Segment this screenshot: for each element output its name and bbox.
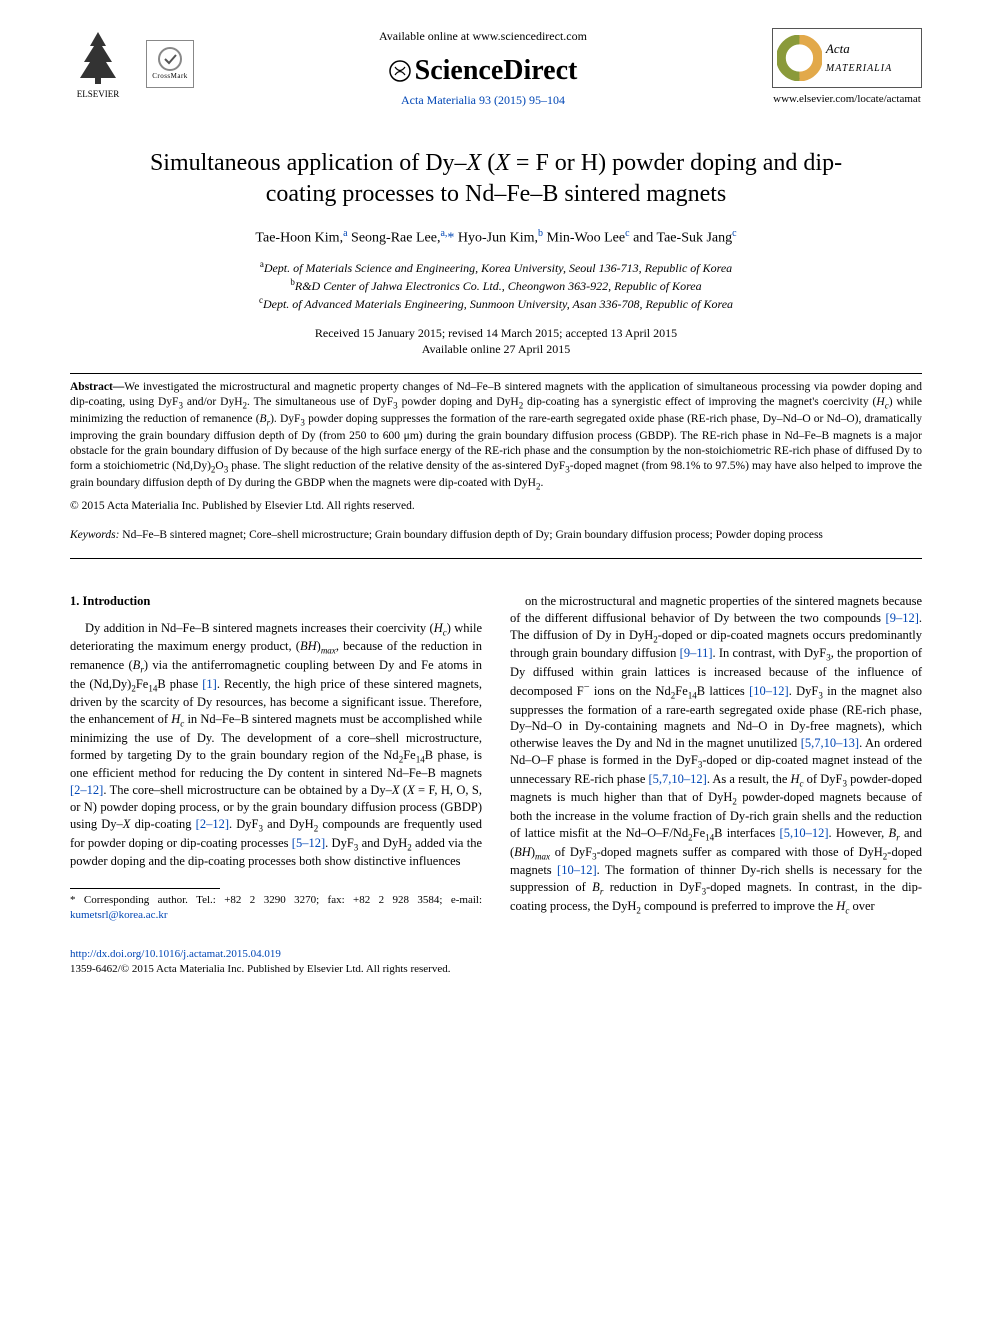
footnote-prefix: Corresponding author. Tel.: +82 2 3290 3… xyxy=(84,894,482,906)
sciencedirect-text: ScienceDirect xyxy=(415,52,578,90)
acta-text: Acta MATERIALIA xyxy=(826,40,917,75)
elsevier-tree-icon xyxy=(70,28,126,88)
affiliation-b: bR&D Center of Jahwa Electronics Co. Ltd… xyxy=(70,276,922,294)
abstract-label: Abstract— xyxy=(70,381,124,393)
page-header: ELSEVIER CrossMark Available online at w… xyxy=(70,28,922,108)
keywords-block: Keywords: Nd–Fe–B sintered magnet; Core–… xyxy=(70,528,922,544)
column-right: on the microstructural and magnetic prop… xyxy=(510,593,922,923)
crossmark-label: CrossMark xyxy=(152,72,188,81)
section-1-heading: 1. Introduction xyxy=(70,593,482,610)
header-center: Available online at www.sciencedirect.co… xyxy=(194,28,772,108)
keywords-label: Keywords: xyxy=(70,529,119,541)
doi-link[interactable]: http://dx.doi.org/10.1016/j.actamat.2015… xyxy=(70,947,922,962)
available-online-text: Available online at www.sciencedirect.co… xyxy=(194,28,772,44)
rule-above-abstract xyxy=(70,373,922,374)
keywords-text: Nd–Fe–B sintered magnet; Core–shell micr… xyxy=(119,529,823,541)
sciencedirect-icon xyxy=(389,60,411,82)
elsevier-logo: ELSEVIER xyxy=(70,28,126,100)
header-right: Acta MATERIALIA www.elsevier.com/locate/… xyxy=(772,28,922,107)
footnote-marker: * xyxy=(70,894,76,906)
issn-copyright: 1359-6462/© 2015 Acta Materialia Inc. Pu… xyxy=(70,962,922,977)
abstract: Abstract—We investigated the microstruct… xyxy=(70,380,922,493)
authors-line: Tae-Hoon Kim,a Seong-Rae Lee,a,* Hyo-Jun… xyxy=(70,227,922,249)
dates-received: Received 15 January 2015; revised 14 Mar… xyxy=(70,325,922,341)
journal-citation[interactable]: Acta Materialia 93 (2015) 95–104 xyxy=(194,92,772,108)
elsevier-label: ELSEVIER xyxy=(77,88,120,100)
crossmark-badge[interactable]: CrossMark xyxy=(146,40,194,88)
abstract-text: We investigated the microstructural and … xyxy=(70,381,922,489)
acta-circle-icon xyxy=(777,35,822,81)
footnote-email[interactable]: kumetsrl@korea.ac.kr xyxy=(70,909,167,921)
affiliation-c: cDept. of Advanced Materials Engineering… xyxy=(70,294,922,312)
acta-materialia-logo: Acta MATERIALIA xyxy=(772,28,922,88)
affiliation-a: aDept. of Materials Science and Engineer… xyxy=(70,258,922,276)
rule-below-keywords xyxy=(70,558,922,559)
article-dates: Received 15 January 2015; revised 14 Mar… xyxy=(70,325,922,357)
locate-url[interactable]: www.elsevier.com/locate/actamat xyxy=(773,92,921,107)
abstract-copyright: © 2015 Acta Materialia Inc. Published by… xyxy=(70,499,922,515)
article-title: Simultaneous application of Dy–X (X = F … xyxy=(130,148,862,210)
body-columns: 1. Introduction Dy addition in Nd–Fe–B s… xyxy=(70,593,922,923)
intro-paragraph-col1: Dy addition in Nd–Fe–B sintered magnets … xyxy=(70,620,482,870)
header-left-logos: ELSEVIER CrossMark xyxy=(70,28,194,100)
corresponding-author-footnote: * Corresponding author. Tel.: +82 2 3290… xyxy=(70,893,482,923)
sciencedirect-brand: ScienceDirect xyxy=(194,52,772,90)
dates-online: Available online 27 April 2015 xyxy=(70,341,922,357)
acta-line1: Acta xyxy=(826,41,850,56)
column-left: 1. Introduction Dy addition in Nd–Fe–B s… xyxy=(70,593,482,923)
crossmark-icon xyxy=(157,46,183,72)
acta-line2: MATERIALIA xyxy=(826,63,892,74)
intro-paragraph-col2: on the microstructural and magnetic prop… xyxy=(510,593,922,917)
affiliations: aDept. of Materials Science and Engineer… xyxy=(70,258,922,313)
footnote-rule xyxy=(70,888,220,889)
